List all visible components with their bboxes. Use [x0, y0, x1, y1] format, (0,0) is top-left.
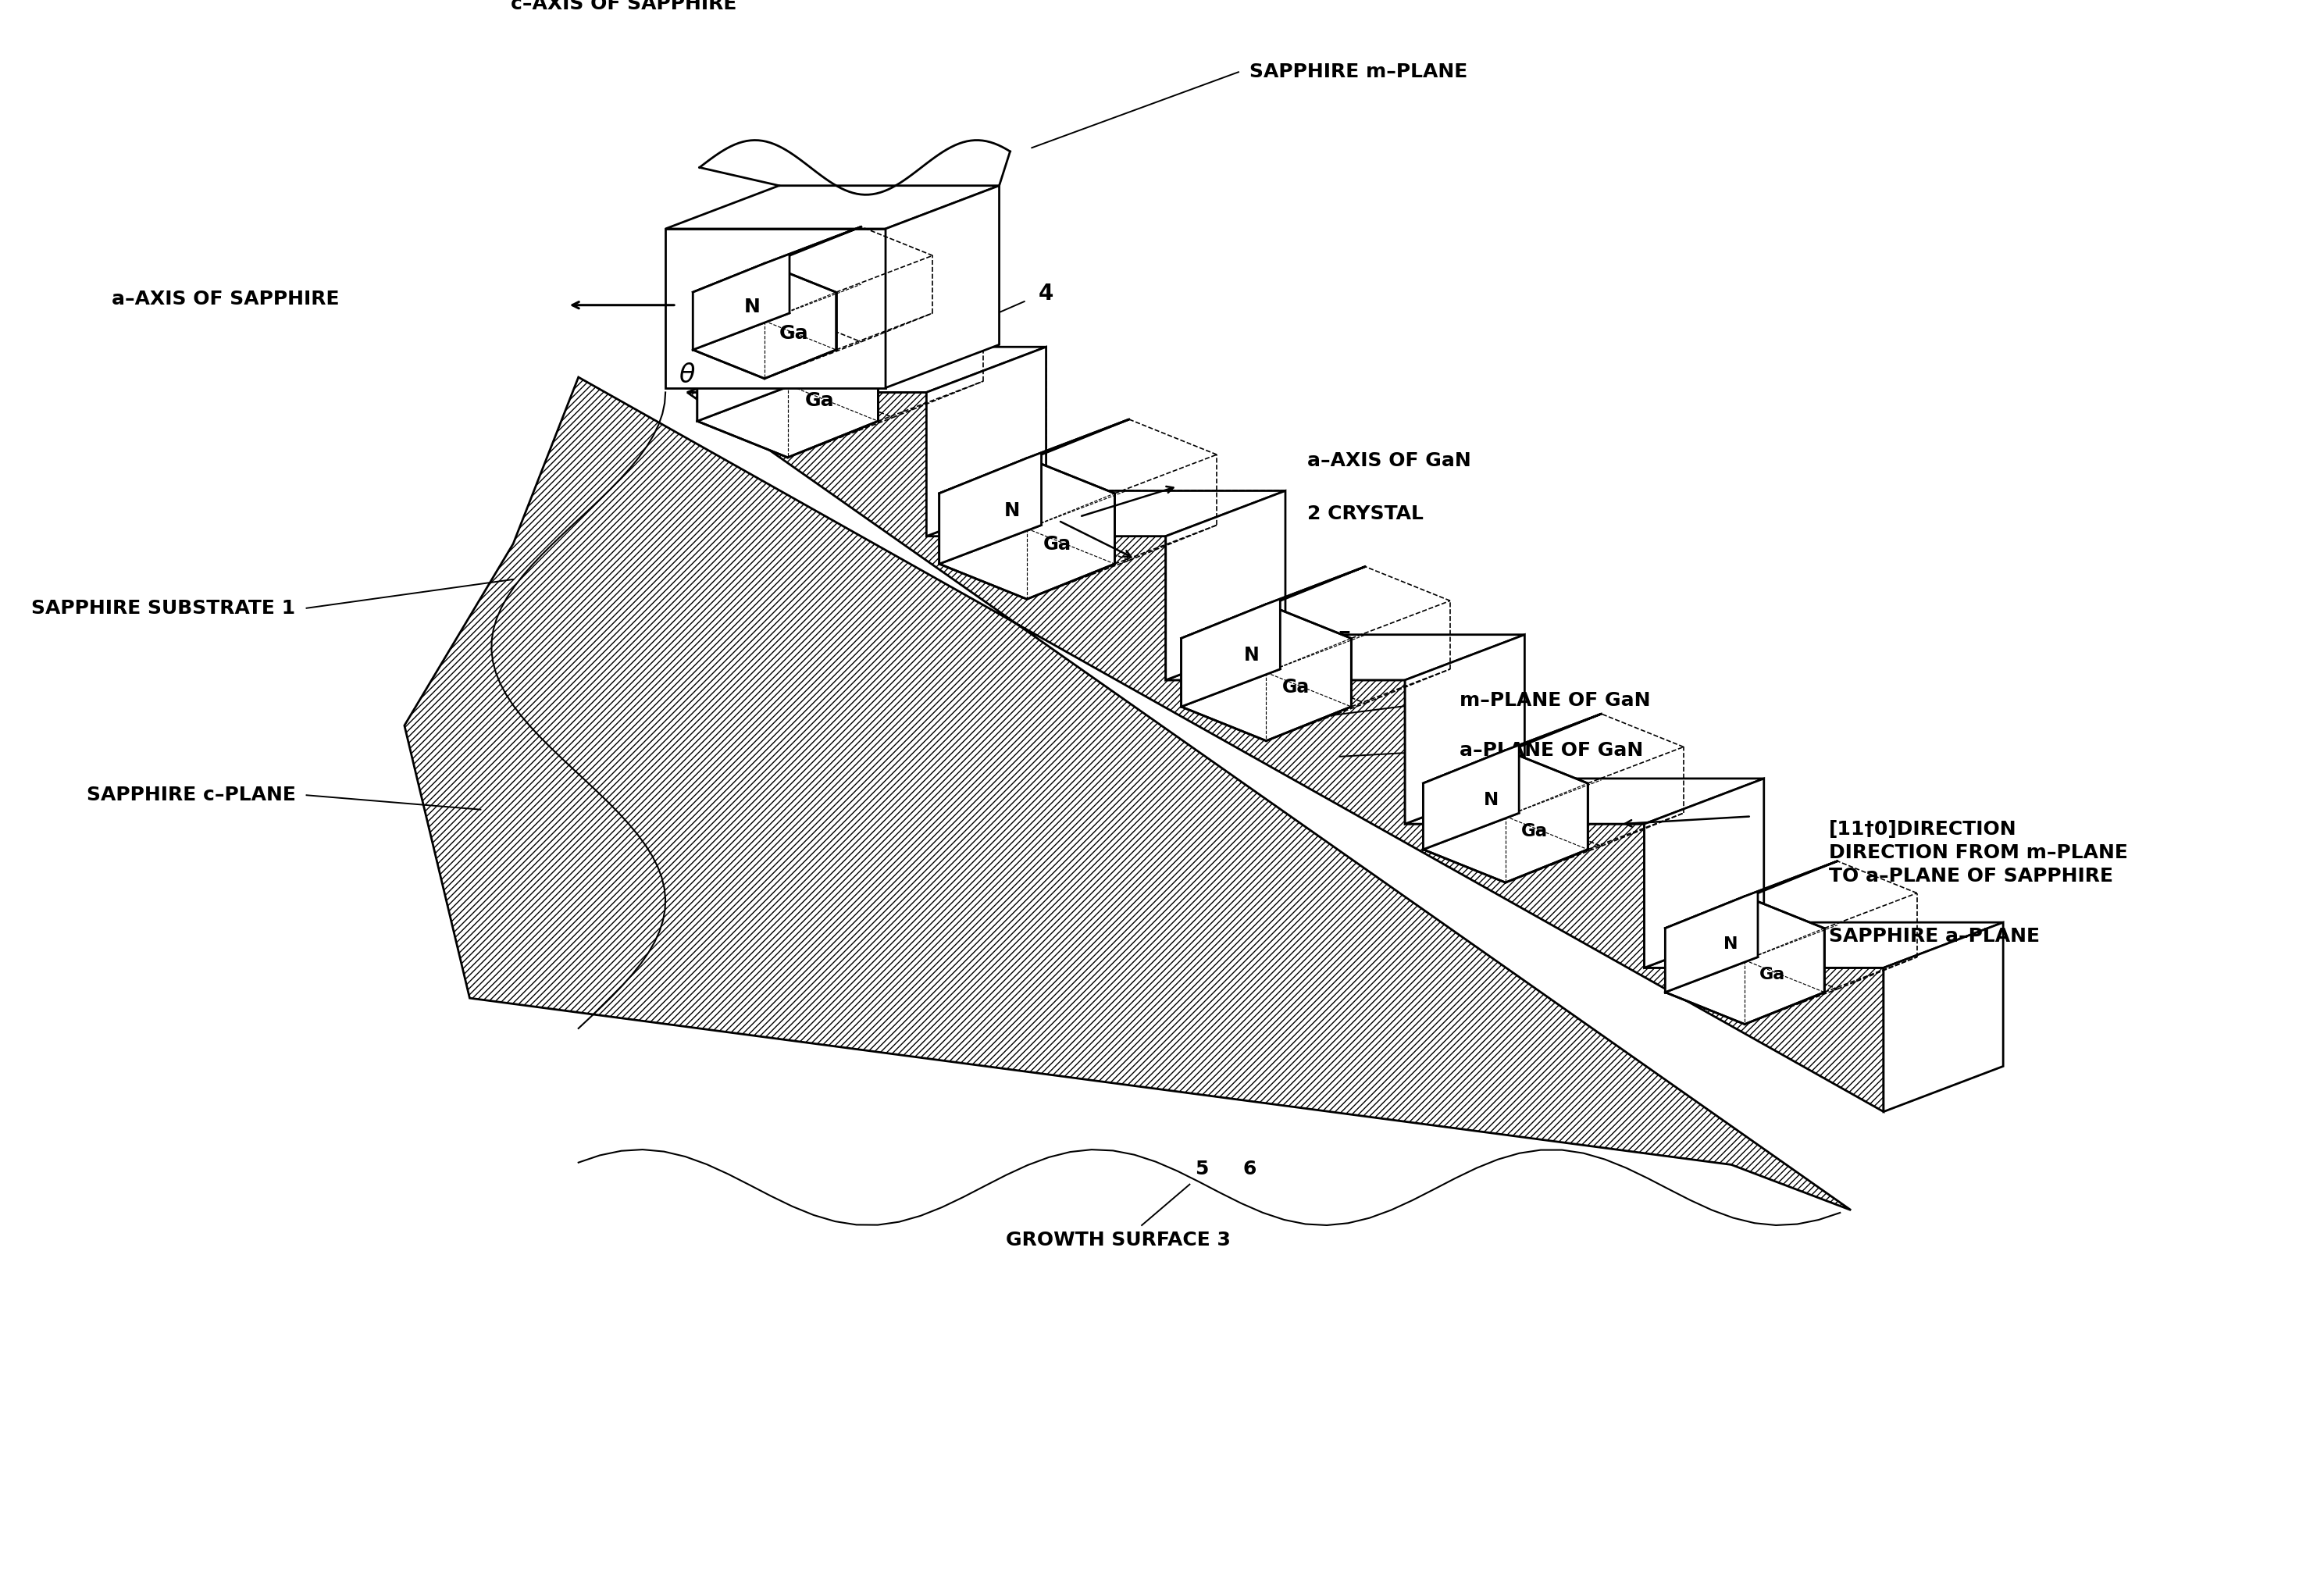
- Text: N: N: [1004, 502, 1020, 521]
- Text: GROWTH SURFACE 3: GROWTH SURFACE 3: [1006, 1232, 1229, 1251]
- Polygon shape: [697, 313, 878, 458]
- Polygon shape: [404, 377, 1882, 1210]
- Polygon shape: [1666, 897, 1824, 1025]
- Text: c–AXIS OF
GaN: c–AXIS OF GaN: [1241, 630, 1353, 673]
- Polygon shape: [693, 227, 862, 351]
- Polygon shape: [665, 229, 885, 388]
- Text: N: N: [1483, 791, 1499, 808]
- Polygon shape: [885, 186, 999, 388]
- Polygon shape: [939, 458, 1116, 598]
- Text: SAPPHIRE SUBSTRATE 1: SAPPHIRE SUBSTRATE 1: [33, 598, 295, 617]
- Text: Ga: Ga: [1520, 823, 1548, 840]
- Polygon shape: [1181, 605, 1350, 741]
- Text: Ga: Ga: [779, 324, 809, 343]
- Text: Ga: Ga: [804, 392, 834, 411]
- Polygon shape: [1422, 714, 1601, 850]
- Text: 2 CRYSTAL: 2 CRYSTAL: [1306, 504, 1422, 523]
- Text: 6: 6: [1243, 1161, 1257, 1178]
- Text: c–AXIS OF SAPPHIRE: c–AXIS OF SAPPHIRE: [511, 0, 737, 13]
- Polygon shape: [665, 186, 999, 229]
- Text: N: N: [744, 297, 760, 316]
- Polygon shape: [1666, 861, 1838, 992]
- Text: a–PLANE OF GaN: a–PLANE OF GaN: [1459, 741, 1643, 759]
- Text: N: N: [1243, 646, 1260, 665]
- Text: [11†0]DIRECTION
DIRECTION FROM m–PLANE
TO a–PLANE OF SAPPHIRE: [11†0]DIRECTION DIRECTION FROM m–PLANE T…: [1829, 820, 2129, 886]
- Text: 5: 5: [1195, 1161, 1208, 1178]
- Text: Ga: Ga: [1759, 966, 1785, 982]
- Text: SAPPHIRE a–PLANE: SAPPHIRE a–PLANE: [1829, 927, 2040, 946]
- Polygon shape: [939, 420, 1129, 564]
- Text: Ga: Ga: [1283, 677, 1311, 696]
- Polygon shape: [693, 264, 837, 379]
- Polygon shape: [1645, 922, 2003, 968]
- Text: θ: θ: [679, 362, 695, 388]
- Text: a–AXIS OF GaN: a–AXIS OF GaN: [1306, 452, 1471, 471]
- Polygon shape: [1167, 635, 1525, 681]
- Text: 4: 4: [1039, 283, 1053, 305]
- Polygon shape: [927, 347, 1046, 537]
- Polygon shape: [1181, 567, 1364, 707]
- Polygon shape: [1406, 635, 1525, 824]
- Text: N: N: [1724, 936, 1738, 952]
- Polygon shape: [688, 347, 1046, 392]
- Text: m–PLANE OF GaN: m–PLANE OF GaN: [1459, 692, 1650, 711]
- Polygon shape: [1406, 778, 1764, 824]
- Text: Ga: Ga: [1043, 535, 1071, 554]
- Polygon shape: [1645, 778, 1764, 968]
- Text: a–AXIS OF SAPPHIRE: a–AXIS OF SAPPHIRE: [112, 289, 339, 308]
- Polygon shape: [1882, 922, 2003, 1112]
- Polygon shape: [697, 272, 892, 422]
- Polygon shape: [927, 491, 1285, 537]
- Text: SAPPHIRE c–PLANE: SAPPHIRE c–PLANE: [86, 786, 295, 805]
- Text: N: N: [765, 357, 781, 376]
- Polygon shape: [1167, 491, 1285, 681]
- Text: SAPPHIRE m–PLANE: SAPPHIRE m–PLANE: [1250, 63, 1466, 82]
- Polygon shape: [1422, 750, 1587, 883]
